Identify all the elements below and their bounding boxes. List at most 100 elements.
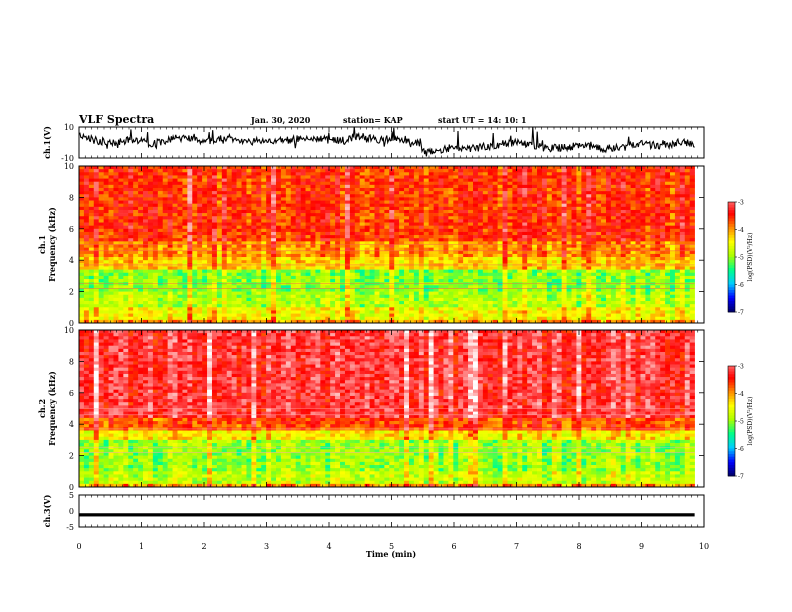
ch1-spectrogram-cell [192,175,198,179]
ch1-spectrogram-cell [344,216,351,220]
ch1-spectrogram-cell [152,225,159,230]
ch1-spectrogram-cell [211,197,218,201]
ch1-spectrogram-cell [216,275,223,280]
ch1-spectrogram-cell [290,279,296,283]
ch1-spectrogram-cell [113,178,119,182]
ch1-spectrogram-cell [615,181,622,186]
ch1-spectrogram-cell [374,191,380,195]
ch1-spectrogram-cell [477,206,484,211]
ch1-spectrogram-cell [266,275,272,280]
ch1-spectrogram-cell [438,169,444,173]
ch1-spectrogram-cell [605,244,612,248]
ch1-spectrogram-cell [448,213,454,217]
ch1-spectrogram-cell [290,191,296,195]
ch1-spectrogram-cell [143,184,149,189]
ch1-spectrogram-cell [453,209,459,214]
ch1-spectrogram-cell [152,216,159,220]
ch1-spectrogram-cell [591,260,597,264]
ch1-spectrogram-cell [482,275,489,280]
ch1-spectrogram-cell [650,275,656,280]
ch1-spectrogram-cell [423,200,429,204]
ch1-spectrogram-cell [438,172,444,176]
ch1-spectrogram-cell [300,216,306,220]
ch1-spectrogram-cell [566,228,572,233]
ch1-spectrogram-cell [138,191,144,195]
ch1-spectrogram-cell [315,269,321,274]
ch1-spectrogram-cell [364,172,370,176]
ch1-spectrogram-cell [246,222,252,226]
ch1-spectrogram-cell [123,187,129,192]
ch1-spectrogram-cell [655,247,661,252]
ch1-spectrogram-cell [192,285,198,289]
ch1-spectrogram-cell [458,272,464,277]
ch1-spectrogram-cell [532,169,538,173]
ch1-spectrogram-cell [359,206,365,211]
ch1-spectrogram-cell [418,213,425,217]
ch1-spectrogram-cell [177,260,183,264]
ch1-spectrogram-cell [256,219,262,223]
ch1-spectrogram-cell [473,247,479,252]
ch1-spectrogram-cell [551,206,558,211]
ch1-spectrogram-cell [261,266,267,270]
ch1-spectrogram-cell [330,244,336,248]
ch1-spectrogram-cell [325,200,331,204]
ch1-spectrogram-cell [674,213,681,217]
ch1-spectrogram-cell [477,235,484,239]
ch1-spectrogram-cell [325,166,331,170]
ch1-spectrogram-cell [295,216,301,220]
ch1-spectrogram-cell [389,178,395,182]
ch1-spectrogram-cell [340,222,346,226]
ch1-spectrogram-cell [300,169,306,173]
ch1-spectrogram-cell [276,191,282,195]
ch1-spectrogram-cell [566,275,572,280]
ch1-spectrogram-cell [502,216,508,220]
ch1-spectrogram-cell [428,231,434,236]
ch1-spectrogram-cell [394,222,400,226]
ch1-spectrogram-cell [423,235,429,239]
ch1-spectrogram-cell [103,228,109,233]
ch1-spectrogram-cell [512,244,518,248]
ch1-spectrogram-cell [674,244,681,248]
ch1-spectrogram-cell [689,238,695,242]
ch1-spectrogram-cell [354,191,361,195]
ch1-spectrogram-cell [433,247,439,252]
ch1-spectrogram-cell [527,194,533,198]
ch1-spectrogram-cell [433,197,439,201]
ch1-spectrogram-cell [571,275,577,280]
ch1-spectrogram-cell [546,197,553,201]
ch1-spectrogram-cell [305,187,311,192]
ch1-spectrogram-cell [320,206,326,211]
ch1-spectrogram-cell [601,231,607,236]
ch1-spectrogram-cell [689,178,695,182]
ch1-spectrogram-cell [315,209,321,214]
ch1-spectrogram-cell [118,235,124,239]
ch1-spectrogram-cell [379,253,385,258]
ch1-spectrogram-cell [448,228,454,233]
ch1-spectrogram-cell [492,247,498,252]
ch1-spectrogram-cell [601,169,607,173]
ch1-spectrogram-cell [650,235,656,239]
ch1-spectrogram-cell [236,194,242,198]
ch1-spectrogram-cell [517,181,523,186]
ch1-spectrogram-cell [113,238,119,242]
ch1-spectrogram-cell [83,260,90,264]
ch1-spectrogram-cell [271,231,277,236]
ch1-spectrogram-cell [216,194,223,198]
ch1-spectrogram-cell [340,266,346,270]
ch1-spectrogram-cell [660,166,666,170]
ch1-spectrogram-cell [261,191,267,195]
ch1-spectrogram-cell [290,213,296,217]
ch1-spectrogram-cell [108,172,114,176]
ch1-spectrogram-cell [556,244,562,248]
ch1-spectrogram-cell [295,228,301,233]
ch1-spectrogram-cell [625,241,631,245]
ch1-spectrogram-cell [601,200,607,204]
ch1-spectrogram-cell [285,178,292,182]
ch1-spectrogram-cell [226,247,232,252]
ch1-spectrogram-cell [128,275,134,280]
ch1-spectrogram-cell [423,194,429,198]
ch1-spectrogram-cell [128,197,134,201]
ch1-spectrogram-cell [517,169,523,173]
ch1-spectrogram-cell [197,231,203,236]
ch1-spectrogram-cell [147,191,154,195]
